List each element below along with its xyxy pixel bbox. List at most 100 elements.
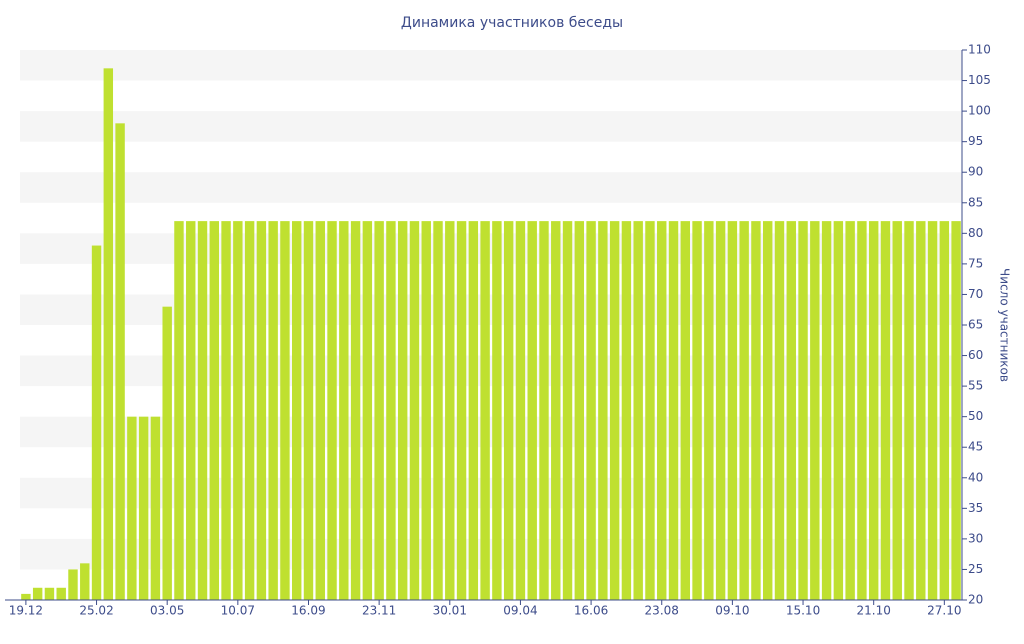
bar [456, 221, 467, 600]
grid-stripe [20, 538, 962, 570]
bar [162, 306, 172, 600]
x-tick-label: 30.01 [433, 604, 467, 618]
x-tick-label: 23.11 [362, 604, 396, 618]
bar [951, 221, 961, 600]
bar [704, 221, 714, 600]
y-tick-label: 25 [968, 562, 983, 576]
y-tick-label: 105 [968, 73, 991, 87]
bar [492, 221, 502, 600]
y-tick-label: 40 [968, 470, 983, 484]
bar [562, 221, 573, 600]
bar [680, 221, 690, 600]
bar [174, 221, 184, 600]
bar [268, 221, 278, 600]
grid-stripe [20, 416, 962, 448]
y-tick-label: 55 [968, 379, 983, 393]
bar [621, 221, 632, 600]
y-tick-label: 50 [968, 409, 983, 423]
bar [409, 221, 420, 600]
bar [668, 221, 679, 600]
bar [374, 221, 384, 600]
bar [692, 221, 702, 600]
y-tick-label: 60 [968, 348, 983, 362]
y-tick-label: 85 [968, 195, 983, 209]
bar [598, 221, 608, 600]
bar [339, 221, 349, 600]
y-tick-label: 65 [968, 318, 983, 332]
bar [327, 221, 337, 600]
bar [256, 221, 267, 600]
bar [916, 221, 926, 600]
bar [833, 221, 844, 600]
bar [645, 221, 655, 600]
bar [774, 221, 785, 600]
x-tick-label: 23.08 [645, 604, 679, 618]
x-tick-label: 16.09 [291, 604, 325, 618]
grid-stripe [20, 355, 962, 387]
bar [786, 221, 796, 600]
bar [386, 221, 396, 600]
x-tick-label: 16.06 [574, 604, 608, 618]
bar [551, 221, 561, 600]
bar [633, 221, 643, 600]
x-tick-label: 03.05 [150, 604, 184, 618]
y-tick-label: 70 [968, 287, 983, 301]
bar [480, 221, 490, 600]
x-tick-label: 10.07 [221, 604, 255, 618]
bar [539, 221, 549, 600]
chart-title: Динамика участников беседы [401, 15, 623, 31]
bar [609, 221, 620, 600]
y-tick-label: 95 [968, 134, 983, 148]
bar [103, 68, 114, 601]
bar [715, 221, 726, 600]
bar [468, 221, 479, 600]
grid-stripe [20, 233, 962, 264]
bar [315, 221, 325, 600]
y-axis-label: Число участников [998, 268, 1012, 382]
bar [32, 587, 43, 600]
y-tick-label: 100 [968, 104, 991, 118]
bar [421, 221, 431, 600]
x-tick-label: 15.10 [786, 604, 820, 618]
y-tick-label: 75 [968, 256, 983, 270]
bar [127, 416, 137, 600]
bar [68, 569, 78, 600]
x-tick-label: 09.04 [503, 604, 537, 618]
grid-stripe [20, 111, 962, 142]
bar [362, 221, 373, 600]
bar [503, 221, 514, 600]
y-tick-label: 45 [968, 440, 983, 454]
y-tick-label: 80 [968, 226, 983, 240]
bar [527, 221, 537, 600]
bar [857, 221, 867, 600]
bar [739, 221, 749, 600]
bar [91, 245, 102, 601]
bar [150, 416, 161, 600]
bar [515, 221, 526, 600]
bar [292, 221, 302, 600]
grid-stripe [20, 477, 962, 509]
bar [21, 593, 31, 600]
bar [927, 221, 938, 600]
y-tick-label: 30 [968, 531, 983, 545]
bar [751, 221, 761, 600]
bar [880, 221, 891, 600]
bar [657, 221, 667, 600]
bar [397, 221, 408, 600]
bar [280, 221, 290, 600]
bar [727, 221, 738, 600]
bar [763, 221, 773, 600]
bar [904, 221, 914, 600]
y-tick-label: 35 [968, 501, 983, 515]
y-tick-label: 110 [968, 43, 991, 57]
bar [303, 221, 314, 600]
bar [244, 221, 255, 600]
bar [433, 221, 443, 600]
bar [186, 221, 196, 600]
bar [798, 221, 808, 600]
bar [810, 221, 820, 600]
bar [221, 221, 231, 600]
bar [233, 221, 243, 600]
bar [939, 221, 950, 600]
